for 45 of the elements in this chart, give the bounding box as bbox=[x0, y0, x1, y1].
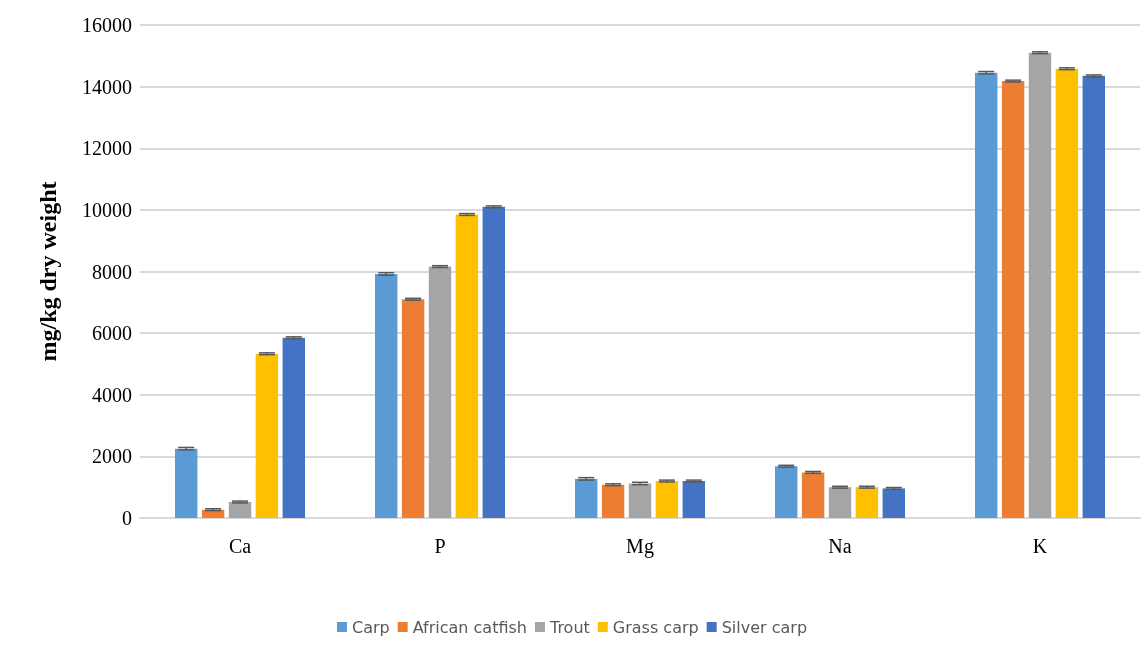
x-tick-label: Na bbox=[828, 535, 852, 557]
bar bbox=[855, 487, 879, 518]
bar bbox=[482, 206, 505, 518]
bar bbox=[255, 353, 279, 518]
bar bbox=[175, 448, 198, 518]
y-tick-label: 2000 bbox=[92, 445, 132, 468]
y-axis-title: mg/kg dry weight bbox=[35, 181, 61, 362]
bar bbox=[775, 466, 798, 518]
y-tick-label: 16000 bbox=[82, 14, 132, 36]
y-tick-label: 8000 bbox=[92, 260, 132, 283]
bar bbox=[1082, 75, 1105, 518]
y-tick-label: 14000 bbox=[82, 75, 132, 98]
bar bbox=[401, 299, 425, 518]
bar bbox=[828, 487, 852, 518]
bar bbox=[601, 484, 625, 518]
legend-label: African catfish bbox=[412, 617, 527, 637]
bar bbox=[882, 488, 905, 518]
legend-label: Carp bbox=[351, 617, 390, 637]
y-tick-label: 0 bbox=[122, 507, 132, 529]
bar bbox=[628, 483, 652, 518]
x-tick-label: K bbox=[1032, 535, 1048, 557]
legend-label: Trout bbox=[548, 617, 590, 637]
y-tick-label: 6000 bbox=[92, 322, 132, 345]
bar bbox=[428, 266, 452, 518]
bar bbox=[201, 509, 225, 518]
x-tick-label: Mg bbox=[626, 535, 654, 558]
bar bbox=[375, 273, 398, 518]
bar bbox=[282, 337, 305, 518]
bar bbox=[682, 481, 705, 518]
y-tick-label: 4000 bbox=[92, 383, 132, 406]
y-tick-label: 12000 bbox=[82, 137, 132, 160]
bar bbox=[975, 72, 998, 518]
bar bbox=[575, 478, 598, 518]
bar bbox=[1028, 52, 1052, 518]
bar bbox=[228, 501, 252, 518]
legend-label: Grass carp bbox=[612, 617, 699, 637]
y-tick-label: 10000 bbox=[82, 198, 132, 221]
x-tick-label: Ca bbox=[228, 535, 252, 557]
bar bbox=[1001, 81, 1025, 518]
bar bbox=[801, 472, 825, 518]
bar bbox=[655, 481, 679, 518]
bar bbox=[455, 214, 479, 518]
legend-label: Silver carp bbox=[721, 617, 808, 637]
bar bbox=[1055, 68, 1079, 518]
x-tick-label: P bbox=[434, 535, 446, 557]
